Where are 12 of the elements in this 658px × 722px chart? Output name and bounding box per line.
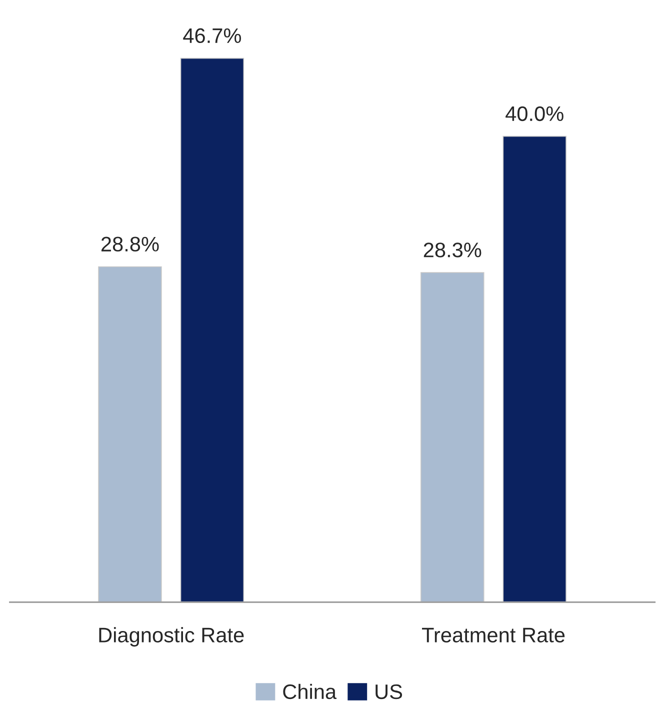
- data-label: 28.3%: [424, 242, 482, 258]
- bar: [98, 266, 162, 602]
- bar: [502, 136, 566, 602]
- x-tick-label: Diagnostic Rate: [99, 627, 244, 647]
- bar: [180, 58, 244, 602]
- bar: [420, 272, 484, 602]
- data-label: 46.7%: [183, 28, 241, 44]
- data-label: 28.8%: [101, 236, 159, 252]
- x-tick-label: Treatment Rate: [422, 628, 565, 642]
- legend-label: China: [283, 684, 337, 700]
- legend-label: US: [376, 684, 402, 700]
- data-label: 40.0%: [506, 106, 564, 122]
